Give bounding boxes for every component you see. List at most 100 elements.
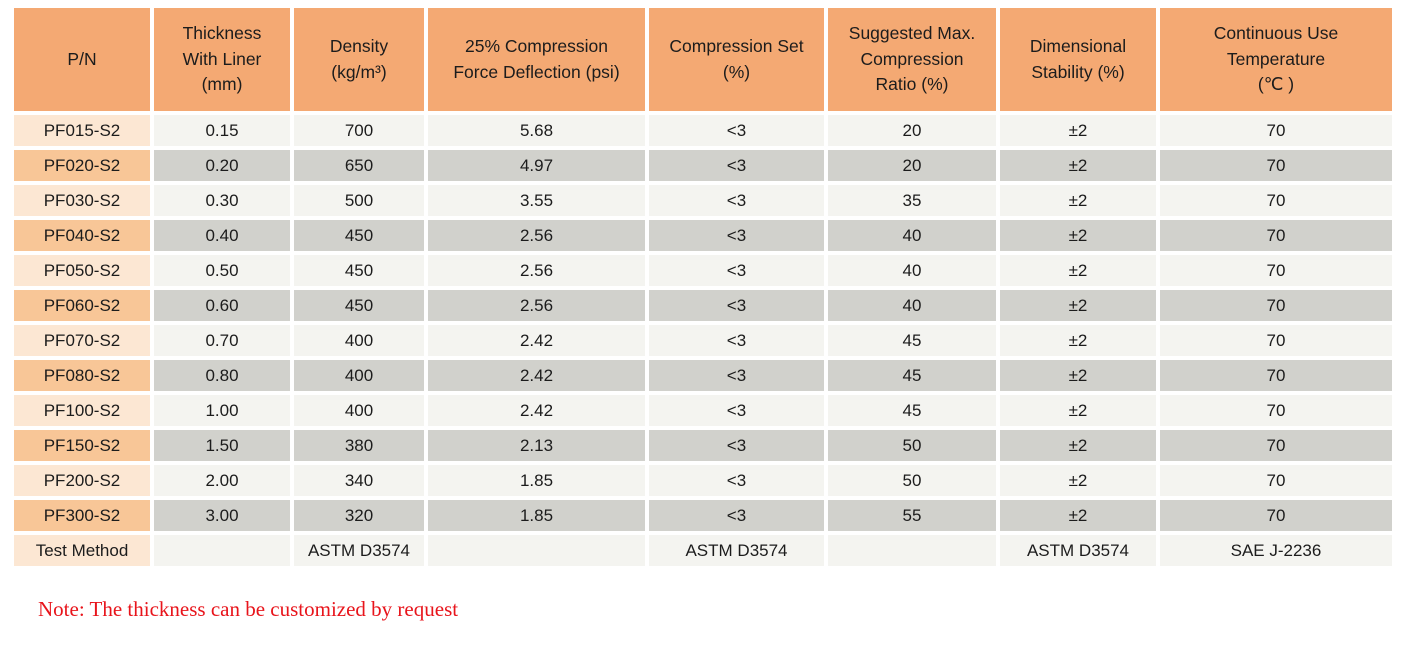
pn-cell: PF150-S2 xyxy=(14,430,150,461)
table-row: PF080-S2 0.80 400 2.42 <3 45 ±2 70 xyxy=(14,360,1392,391)
value-cell-thickness: 0.30 xyxy=(154,185,290,216)
value-cell-dimensional-stability: ±2 xyxy=(1000,255,1156,286)
value-cell-max-compression-ratio: 45 xyxy=(828,395,996,426)
value-cell-cfd: 1.85 xyxy=(428,500,645,531)
table-row: PF020-S2 0.20 650 4.97 <3 20 ±2 70 xyxy=(14,150,1392,181)
value-cell-continuous-use-temp: 70 xyxy=(1160,185,1392,216)
table-row: PF300-S2 3.00 320 1.85 <3 55 ±2 70 xyxy=(14,500,1392,531)
value-cell-continuous-use-temp: 70 xyxy=(1160,150,1392,181)
value-cell-density: ASTM D3574 xyxy=(294,535,424,566)
pn-cell: PF015-S2 xyxy=(14,115,150,146)
value-cell-max-compression-ratio: 35 xyxy=(828,185,996,216)
value-cell-thickness: 1.00 xyxy=(154,395,290,426)
value-cell-thickness xyxy=(154,535,290,566)
value-cell-dimensional-stability: ±2 xyxy=(1000,465,1156,496)
value-cell-dimensional-stability: ±2 xyxy=(1000,115,1156,146)
column-header-pn: P/N xyxy=(14,8,150,111)
value-cell-continuous-use-temp: 70 xyxy=(1160,290,1392,321)
value-cell-continuous-use-temp: 70 xyxy=(1160,360,1392,391)
value-cell-thickness: 0.20 xyxy=(154,150,290,181)
value-cell-dimensional-stability: ±2 xyxy=(1000,290,1156,321)
value-cell-density: 450 xyxy=(294,290,424,321)
value-cell-compression-set: <3 xyxy=(649,255,824,286)
pn-cell: PF300-S2 xyxy=(14,500,150,531)
value-cell-compression-set: <3 xyxy=(649,500,824,531)
pn-cell: PF020-S2 xyxy=(14,150,150,181)
value-cell-dimensional-stability: ±2 xyxy=(1000,500,1156,531)
spec-table: P/N Thickness With Liner (mm) Density (kg/… xyxy=(10,4,1396,570)
value-cell-max-compression-ratio: 20 xyxy=(828,150,996,181)
value-cell-density: 340 xyxy=(294,465,424,496)
column-header-compression-set: Compression Set (%) xyxy=(649,8,824,111)
pn-cell: PF060-S2 xyxy=(14,290,150,321)
value-cell-cfd: 4.97 xyxy=(428,150,645,181)
value-cell-density: 380 xyxy=(294,430,424,461)
pn-cell: PF200-S2 xyxy=(14,465,150,496)
value-cell-max-compression-ratio: 50 xyxy=(828,430,996,461)
value-cell-dimensional-stability: ±2 xyxy=(1000,150,1156,181)
table-row: PF070-S2 0.70 400 2.42 <3 45 ±2 70 xyxy=(14,325,1392,356)
value-cell-cfd: 2.42 xyxy=(428,360,645,391)
table-row: PF015-S2 0.15 700 5.68 <3 20 ±2 70 xyxy=(14,115,1392,146)
value-cell-max-compression-ratio xyxy=(828,535,996,566)
value-cell-dimensional-stability: ±2 xyxy=(1000,220,1156,251)
value-cell-compression-set: ASTM D3574 xyxy=(649,535,824,566)
table-row: Test Method ASTM D3574 ASTM D3574 ASTM D357… xyxy=(14,535,1392,566)
value-cell-cfd: 5.68 xyxy=(428,115,645,146)
value-cell-continuous-use-temp: 70 xyxy=(1160,220,1392,251)
value-cell-compression-set: <3 xyxy=(649,185,824,216)
value-cell-max-compression-ratio: 45 xyxy=(828,360,996,391)
value-cell-max-compression-ratio: 40 xyxy=(828,290,996,321)
value-cell-compression-set: <3 xyxy=(649,115,824,146)
table-row: PF040-S2 0.40 450 2.56 <3 40 ±2 70 xyxy=(14,220,1392,251)
page: P/N Thickness With Liner (mm) Density (kg/… xyxy=(10,4,1396,621)
pn-cell: PF040-S2 xyxy=(14,220,150,251)
value-cell-thickness: 0.50 xyxy=(154,255,290,286)
value-cell-compression-set: <3 xyxy=(649,290,824,321)
value-cell-density: 500 xyxy=(294,185,424,216)
value-cell-density: 650 xyxy=(294,150,424,181)
value-cell-continuous-use-temp: SAE J-2236 xyxy=(1160,535,1392,566)
value-cell-continuous-use-temp: 70 xyxy=(1160,115,1392,146)
value-cell-dimensional-stability: ASTM D3574 xyxy=(1000,535,1156,566)
table-header: P/N Thickness With Liner (mm) Density (kg/… xyxy=(14,8,1392,111)
value-cell-thickness: 0.70 xyxy=(154,325,290,356)
value-cell-thickness: 2.00 xyxy=(154,465,290,496)
value-cell-cfd: 2.56 xyxy=(428,255,645,286)
value-cell-compression-set: <3 xyxy=(649,465,824,496)
value-cell-cfd: 2.13 xyxy=(428,430,645,461)
column-header-density: Density (kg/m³) xyxy=(294,8,424,111)
column-header-continuous-use-temp: Continuous Use Temperature (℃ ) xyxy=(1160,8,1392,111)
header-row: P/N Thickness With Liner (mm) Density (kg/… xyxy=(14,8,1392,111)
value-cell-continuous-use-temp: 70 xyxy=(1160,465,1392,496)
column-header-cfd: 25% Compression Force Deflection (psi) xyxy=(428,8,645,111)
table-row: PF150-S2 1.50 380 2.13 <3 50 ±2 70 xyxy=(14,430,1392,461)
value-cell-density: 700 xyxy=(294,115,424,146)
value-cell-continuous-use-temp: 70 xyxy=(1160,430,1392,461)
value-cell-max-compression-ratio: 50 xyxy=(828,465,996,496)
value-cell-thickness: 3.00 xyxy=(154,500,290,531)
table-row: PF030-S2 0.30 500 3.55 <3 35 ±2 70 xyxy=(14,185,1392,216)
value-cell-compression-set: <3 xyxy=(649,430,824,461)
value-cell-compression-set: <3 xyxy=(649,360,824,391)
value-cell-cfd: 2.56 xyxy=(428,220,645,251)
value-cell-dimensional-stability: ±2 xyxy=(1000,360,1156,391)
value-cell-cfd: 2.56 xyxy=(428,290,645,321)
value-cell-thickness: 0.80 xyxy=(154,360,290,391)
value-cell-continuous-use-temp: 70 xyxy=(1160,500,1392,531)
value-cell-max-compression-ratio: 20 xyxy=(828,115,996,146)
column-header-max-compression-ratio: Suggested Max. Compression Ratio (%) xyxy=(828,8,996,111)
pn-cell: PF050-S2 xyxy=(14,255,150,286)
value-cell-cfd: 2.42 xyxy=(428,395,645,426)
value-cell-thickness: 0.40 xyxy=(154,220,290,251)
value-cell-compression-set: <3 xyxy=(649,395,824,426)
value-cell-cfd xyxy=(428,535,645,566)
value-cell-dimensional-stability: ±2 xyxy=(1000,430,1156,461)
value-cell-dimensional-stability: ±2 xyxy=(1000,185,1156,216)
value-cell-max-compression-ratio: 45 xyxy=(828,325,996,356)
table-row: PF060-S2 0.60 450 2.56 <3 40 ±2 70 xyxy=(14,290,1392,321)
value-cell-continuous-use-temp: 70 xyxy=(1160,325,1392,356)
value-cell-density: 400 xyxy=(294,395,424,426)
value-cell-thickness: 0.15 xyxy=(154,115,290,146)
pn-cell: PF070-S2 xyxy=(14,325,150,356)
